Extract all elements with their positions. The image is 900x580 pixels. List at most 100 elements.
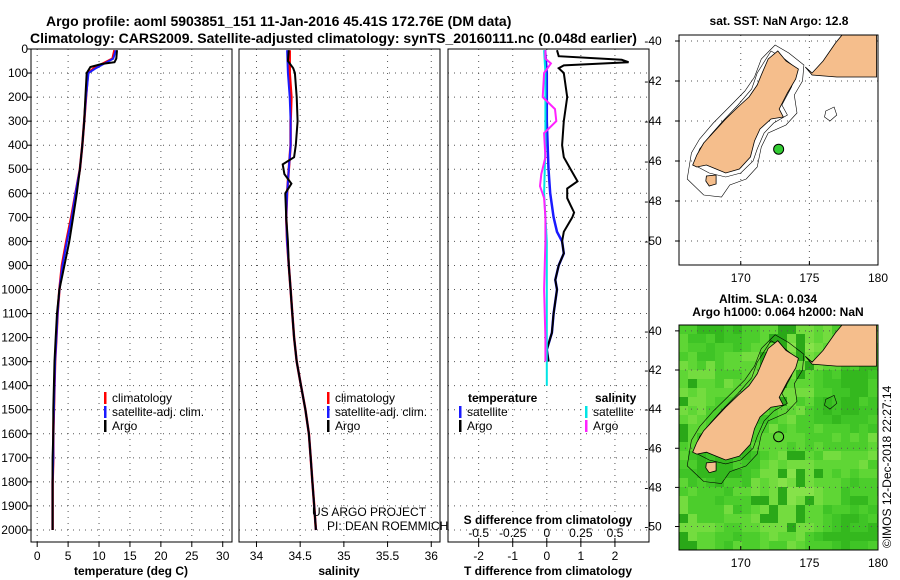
- sla-field-cell: [805, 406, 814, 415]
- sla-field-cell: [751, 433, 760, 442]
- sla-field-cell: [769, 424, 778, 433]
- sla-field-cell: [742, 496, 751, 505]
- sla-field-cell: [706, 343, 715, 352]
- sla-field-cell: [823, 523, 832, 532]
- salinity-axes-frame: [238, 48, 441, 543]
- sla-field-cell: [796, 406, 805, 415]
- sla-field-cell: [796, 451, 805, 460]
- legend-label-t-satellite: satellite: [467, 405, 508, 419]
- y-tick-label: 700: [8, 210, 28, 224]
- sla-field-cell: [859, 478, 868, 487]
- sla-field-cell: [814, 325, 823, 334]
- sla-field-cell: [706, 334, 715, 343]
- sla-field-cell: [796, 460, 805, 469]
- x-tick-label: 34: [250, 549, 264, 563]
- sla-field-cell: [688, 541, 697, 550]
- sla-field-cell: [814, 523, 823, 532]
- sla-field-cell: [706, 505, 715, 514]
- sla-field-cell: [760, 325, 769, 334]
- legend-swatch-argo: [104, 420, 107, 432]
- temperature-x-label: temperature (deg C): [74, 564, 188, 578]
- sla-field-cell: [859, 406, 868, 415]
- sla-field-cell: [859, 397, 868, 406]
- sla-field-cell: [850, 505, 859, 514]
- sla-field-cell: [814, 433, 823, 442]
- map-lat-tick-label: -40: [644, 324, 662, 338]
- sla-field-cell: [805, 442, 814, 451]
- sla-field-cell: [733, 505, 742, 514]
- sla-field-cell: [724, 532, 733, 541]
- sla-field-cell: [778, 478, 787, 487]
- sla-field-cell: [715, 505, 724, 514]
- sst-map-title: sat. SST: NaN Argo: 12.8: [710, 14, 849, 28]
- sla-field-cell: [868, 496, 877, 505]
- sla-field-cell: [697, 514, 706, 523]
- sla-field-cell: [859, 451, 868, 460]
- sla-field-cell: [832, 379, 841, 388]
- sla-field-cell: [715, 487, 724, 496]
- sla-field-cell: [832, 442, 841, 451]
- y-tick-label: 0: [21, 42, 28, 56]
- map-lat-tick-label: -42: [644, 74, 662, 88]
- sla-field-cell: [841, 532, 850, 541]
- sla-field-cell: [778, 424, 787, 433]
- sla-field-cell: [868, 379, 877, 388]
- legend-swatch-t-argo: [459, 420, 462, 432]
- sla-field-cell: [760, 334, 769, 343]
- sla-field-cell: [805, 424, 814, 433]
- sla-field-cell: [688, 406, 697, 415]
- sla-field-cell: [787, 379, 796, 388]
- title-line-1: Argo profile: aoml 5903851_151 11-Jan-20…: [46, 13, 511, 29]
- sla-field-cell: [697, 496, 706, 505]
- sla-field-cell: [742, 352, 751, 361]
- sla-field-cell: [850, 370, 859, 379]
- sla-field-cell: [850, 442, 859, 451]
- sla-field-cell: [814, 478, 823, 487]
- series-line-argo: [51, 50, 118, 530]
- sla-field-cell: [697, 451, 706, 460]
- sla-field-cell: [742, 334, 751, 343]
- sla-field-cell: [796, 352, 805, 361]
- imos-timestamp: ©IMOS 12-Dec-2018 22:27:14: [880, 385, 894, 548]
- sla-field-cell: [697, 325, 706, 334]
- sla-field-cell: [769, 541, 778, 550]
- sla-field-cell: [751, 361, 760, 370]
- sla-field-cell: [751, 496, 760, 505]
- legend-label-satellite: satellite-adj. clim.: [112, 405, 204, 419]
- sla-field-cell: [679, 469, 688, 478]
- sla-field-cell: [679, 379, 688, 388]
- sla-field-cell: [778, 487, 787, 496]
- sst-map-lon-ticks: 170 175 180: [731, 261, 888, 285]
- sla-field-cell: [805, 352, 814, 361]
- y-tick-label: 1800: [1, 475, 28, 489]
- sla-field-cell: [715, 343, 724, 352]
- sla-field-cell: [715, 334, 724, 343]
- sla-field-cell: [778, 460, 787, 469]
- sla-field-cell: [814, 496, 823, 505]
- sla-field-cell: [805, 469, 814, 478]
- sla-field-cell: [742, 532, 751, 541]
- legend-label-satellite: satellite-adj. clim.: [335, 405, 427, 419]
- sla-field-cell: [805, 514, 814, 523]
- sla-field-cell: [751, 532, 760, 541]
- sla-field-cell: [679, 406, 688, 415]
- sla-field-cell: [742, 370, 751, 379]
- temperature-series: [51, 49, 118, 530]
- sla-field-cell: [688, 505, 697, 514]
- sla-field-cell: [778, 433, 787, 442]
- sla-field-cell: [787, 415, 796, 424]
- sla-field-cell: [715, 397, 724, 406]
- sla-field-cell: [778, 451, 787, 460]
- sla-field-cell: [751, 325, 760, 334]
- sla-field-cell: [724, 388, 733, 397]
- legend-label-s-argo: Argo: [593, 419, 619, 433]
- sla-field-cell: [679, 514, 688, 523]
- sla-field-cell: [823, 334, 832, 343]
- sla-field-cell: [787, 514, 796, 523]
- sla-field-cell: [760, 433, 769, 442]
- sla-field-cell: [733, 334, 742, 343]
- sla-field-cell: [733, 496, 742, 505]
- sst-map-frame: [678, 34, 879, 266]
- sla-field-cell: [724, 478, 733, 487]
- sst-map-content: [679, 35, 878, 265]
